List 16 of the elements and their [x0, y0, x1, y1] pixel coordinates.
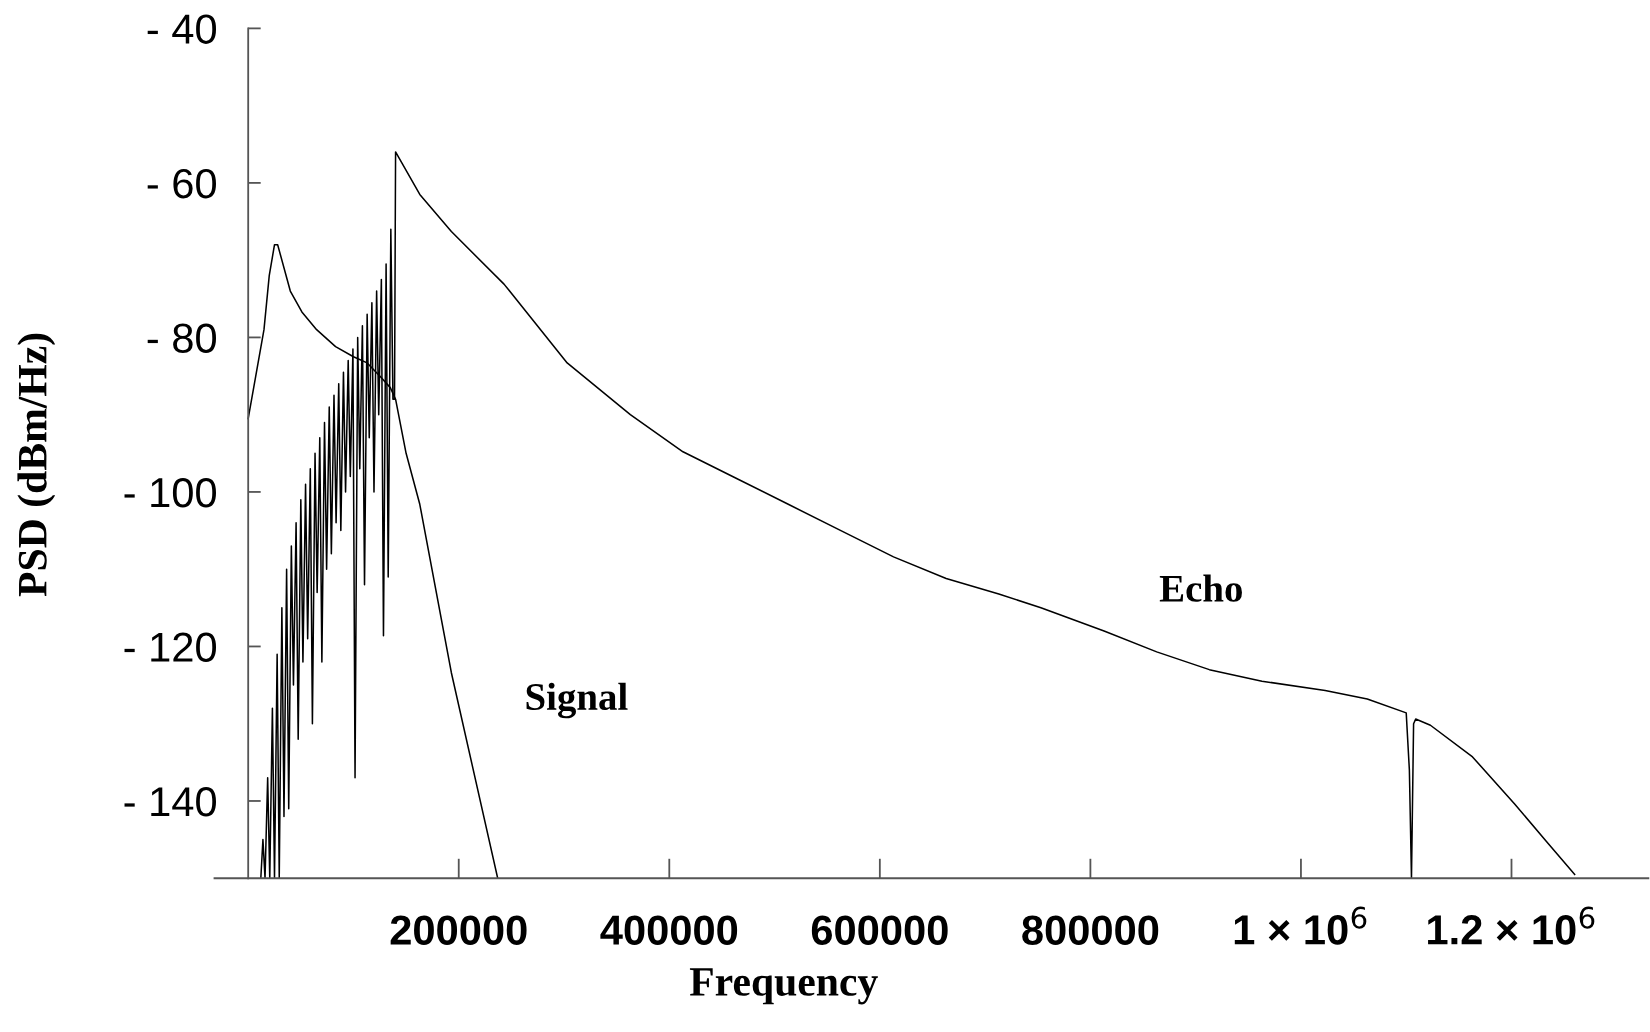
- annotation: Echo: [1159, 574, 1242, 602]
- y-tick-label: - 120: [124, 632, 217, 662]
- x-tick-label: 800000: [1022, 915, 1159, 945]
- y-tick-label: - 100: [124, 477, 217, 508]
- x-axis-title: Frequency: [689, 968, 878, 1005]
- x-tick-label: 600000: [811, 915, 948, 945]
- y-tick-label: - 80: [147, 323, 217, 353]
- x-tick-label: 200000: [390, 915, 527, 945]
- annotation: Signal: [526, 682, 628, 719]
- y-tick-label: - 40: [147, 14, 217, 44]
- x-tick-label: 1 × 10$^{6}$: [1234, 906, 1367, 945]
- y-axis-title: PSD (dBm/Hz): [17, 333, 56, 597]
- y-tick-label: - 140: [124, 786, 217, 817]
- y-tick-label: - 60: [147, 168, 217, 199]
- x-tick-label: 1.2 × 10$^{6}$: [1428, 906, 1595, 945]
- x-tick-label: 400000: [600, 915, 738, 945]
